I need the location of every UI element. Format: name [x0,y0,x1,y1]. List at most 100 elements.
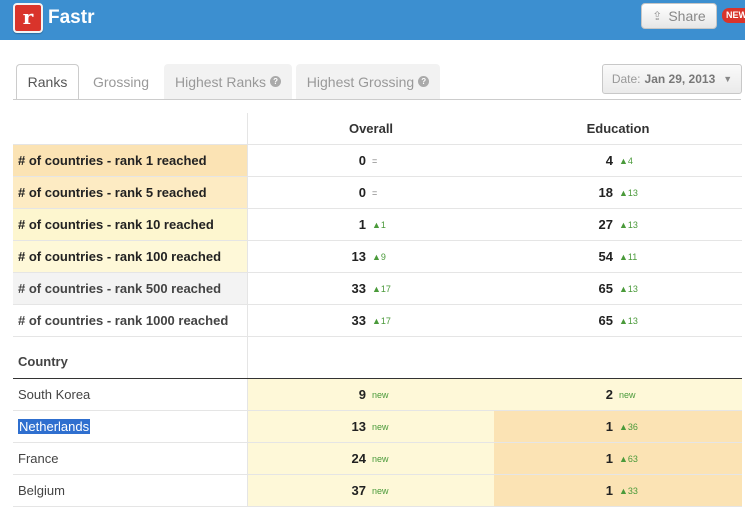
education-delta: ▲13 [619,187,638,198]
table-row[interactable]: France 24 new 1 ▲63 [13,443,742,475]
education-delta: ▲13 [619,283,638,294]
table-row: # of countries - rank 10 reached 1 ▲1 27… [13,209,742,241]
overall-delta: ▲1 [372,219,386,230]
overall-cell: 24 new [248,443,494,474]
date-value: Jan 29, 2013 [644,72,716,86]
overall-value: 13 [351,249,366,264]
country-column-header[interactable]: Country [13,337,248,378]
overall-rank: 13 [351,419,366,434]
education-cell: 18 ▲13 [494,177,742,208]
education-cell: 1 ▲63 [494,443,742,474]
overall-cell: 13 ▲9 [248,241,494,272]
column-header-education[interactable]: Education [586,121,650,136]
table-row: # of countries - rank 1 reached 0 = 4 ▲4 [13,145,742,177]
chevron-down-icon: ▼ [723,74,733,84]
education-rank: 1 [605,451,613,466]
fastr-logo-icon[interactable]: r [13,3,43,33]
tab-grossing[interactable]: Grossing [82,64,160,99]
education-delta: ▲36 [619,421,638,432]
tab-grossing-label: Grossing [92,73,150,90]
country-name[interactable]: Netherlands [13,411,248,442]
overall-delta: new [372,453,389,464]
overall-value: 0 [358,153,366,168]
overall-rank: 37 [351,483,366,498]
education-cell: 65 ▲13 [494,273,742,304]
table-header-empty [13,113,248,144]
overall-delta: = [372,187,378,198]
overall-value: 33 [351,313,366,328]
help-icon[interactable]: ? [270,76,282,87]
row-label: # of countries - rank 500 reached [13,273,248,304]
education-cell: 65 ▲13 [494,305,742,336]
date-picker-button[interactable]: Date: Jan 29, 2013 ▼ [602,64,742,94]
overall-cell: 13 new [248,411,494,442]
table-row: # of countries - rank 100 reached 13 ▲9 … [13,241,742,273]
row-label: # of countries - rank 1 reached [13,145,248,176]
education-rank: 1 [605,483,613,498]
tab-highest-ranks-label: Highest Ranks [174,73,267,90]
country-name[interactable]: South Korea [13,379,248,410]
overall-delta: ▲17 [372,283,391,294]
education-delta: ▲4 [619,155,633,166]
ranks-table: Overall Education # of countries - rank … [13,113,742,507]
country-section-header: Country [13,337,742,379]
country-name[interactable]: Belgium [13,475,248,506]
overall-delta: new [372,389,389,400]
date-prefix: Date: [611,72,641,86]
overall-rank: 24 [351,451,366,466]
education-value: 18 [598,185,613,200]
table-row[interactable]: Netherlands 13 new 1 ▲36 [13,411,742,443]
education-delta: ▲13 [619,219,638,230]
education-cell: 1 ▲33 [494,475,742,506]
share-label: Share [668,8,706,24]
top-header-bar: r Fastr ⇪ Share NEW [0,0,745,40]
overall-cell: 33 ▲17 [248,273,494,304]
education-value: 4 [605,153,613,168]
overall-delta: = [372,155,378,166]
education-delta: ▲13 [619,315,638,326]
help-icon[interactable]: ? [418,76,430,87]
education-value: 65 [598,313,613,328]
education-rank: 1 [605,419,613,434]
tab-divider [13,99,741,100]
overall-delta: new [372,421,389,432]
education-value: 65 [598,281,613,296]
overall-value: 0 [358,185,366,200]
overall-delta: new [372,485,389,496]
overall-delta: ▲9 [372,251,386,262]
overall-rank: 9 [358,387,366,402]
table-row[interactable]: South Korea 9 new 2 new [13,379,742,411]
app-title[interactable]: Fastr [48,7,95,28]
overall-delta: ▲17 [372,315,391,326]
education-cell: 54 ▲11 [494,241,742,272]
row-label: # of countries - rank 100 reached [13,241,248,272]
overall-value: 1 [358,217,366,232]
tab-highest-ranks[interactable]: Highest Ranks ? [164,64,292,99]
education-rank: 2 [605,387,613,402]
tab-ranks-label: Ranks [27,74,68,90]
new-badge: NEW [722,8,745,23]
share-button[interactable]: ⇪ Share [641,3,717,29]
education-value: 27 [598,217,613,232]
education-delta: ▲33 [619,485,638,496]
tab-ranks[interactable]: Ranks [16,64,79,100]
overall-cell: 9 new [248,379,494,410]
education-delta: new [619,389,636,400]
table-row: # of countries - rank 5 reached 0 = 18 ▲… [13,177,742,209]
country-name[interactable]: France [13,443,248,474]
row-label: # of countries - rank 1000 reached [13,305,248,336]
tab-highest-grossing[interactable]: Highest Grossing ? [296,64,440,99]
row-label: # of countries - rank 10 reached [13,209,248,240]
column-header-overall[interactable]: Overall [348,121,394,136]
table-row: # of countries - rank 1000 reached 33 ▲1… [13,305,742,337]
education-cell: 4 ▲4 [494,145,742,176]
overall-cell: 0 = [248,145,494,176]
overall-cell: 1 ▲1 [248,209,494,240]
table-row[interactable]: Belgium 37 new 1 ▲33 [13,475,742,507]
education-cell: 27 ▲13 [494,209,742,240]
overall-value: 33 [351,281,366,296]
tab-highest-grossing-label: Highest Grossing [306,73,415,90]
row-label: # of countries - rank 5 reached [13,177,248,208]
selected-text[interactable]: Netherlands [18,419,91,434]
education-delta: ▲63 [619,453,638,464]
